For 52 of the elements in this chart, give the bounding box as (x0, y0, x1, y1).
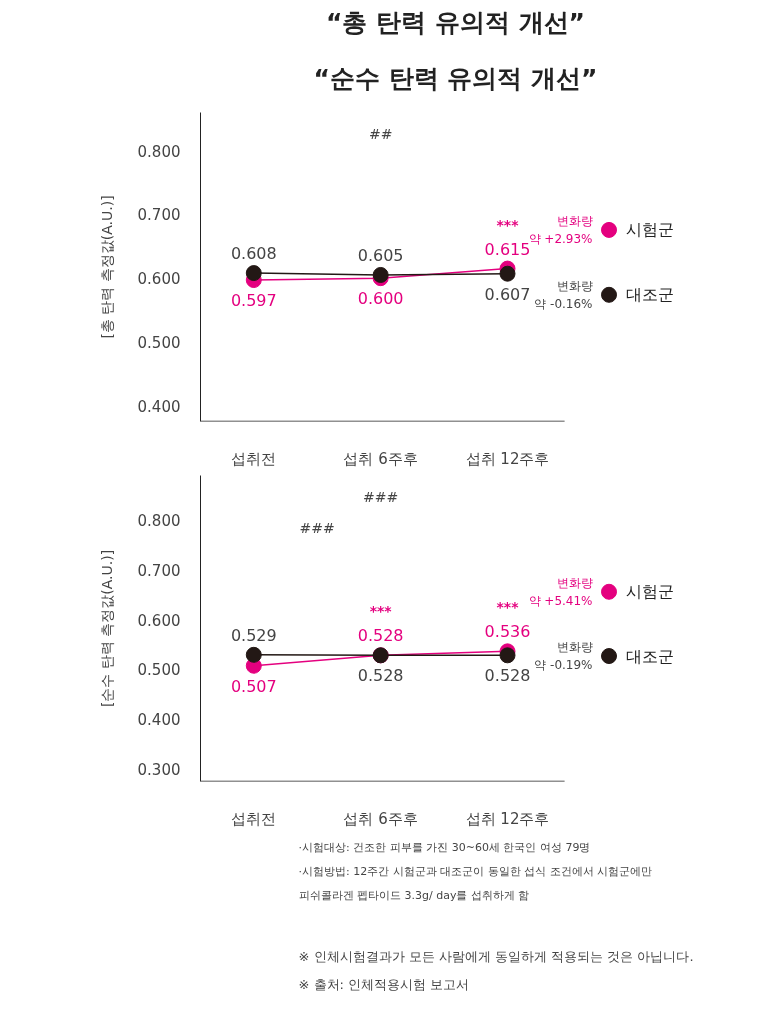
text: ·시험대상: 건조한 피부를 가진 30~60세 한국인 여성 79명 (298, 840, 591, 854)
data-label: 0.528 (357, 666, 404, 686)
annotation: 변화량 약 -0.16% (534, 278, 593, 311)
y-tick-label: 0.600 (137, 611, 181, 630)
annotation: *** (496, 599, 520, 616)
text: ·시험방법: 12주간 시험군과 대조군이 동일한 섭식 조건에서 시험군에만 (298, 864, 653, 878)
text: ※ 출처: 인체적용시험 보고서 (298, 976, 470, 992)
data-label: 0.615 (484, 239, 531, 259)
annotation: 변화량 약 +5.41% (528, 575, 593, 608)
data-label: 0.529 (230, 625, 277, 645)
y-tick-label: 0.500 (137, 661, 181, 680)
legend-label: 대조군 (625, 646, 674, 666)
annotation: ## (368, 126, 393, 143)
annotation: ### (299, 519, 335, 536)
y-tick-label: 0.800 (137, 142, 181, 161)
y-tick-label: 0.300 (137, 760, 181, 779)
y-tick-label: 0.500 (137, 333, 181, 352)
y-tick-label: 0.700 (137, 561, 181, 580)
data-label: 0.528 (484, 666, 531, 686)
y-tick-label: 0.800 (137, 512, 181, 531)
y-axis-title: [순수 탄력 측정값(A.U.)] (98, 549, 115, 708)
data-label: 0.608 (230, 244, 277, 264)
data-label: 0.607 (484, 284, 531, 304)
annotation: *** (496, 216, 520, 233)
x-tick-label: 섭취 12주후 (465, 449, 550, 468)
annotation: ### (363, 488, 399, 505)
text: 피쉬콜라겐 펩타이드 3.3g/ day를 섭취하게 함 (298, 888, 530, 902)
data-label: 0.600 (357, 289, 404, 309)
data-label: 0.528 (357, 626, 404, 646)
data-label: 0.507 (230, 676, 277, 696)
x-tick-label: 섭취전 (231, 809, 277, 828)
x-tick-label: 섭취 12주후 (465, 809, 550, 828)
x-tick-label: 섭취전 (231, 449, 277, 468)
annotation: *** (369, 603, 393, 620)
chart-subtitle: “순수 탄력 유의적 개선” (313, 63, 598, 93)
y-axis-title: [총 탄력 측정값(A.U.)] (98, 195, 115, 339)
legend-label: 대조군 (625, 285, 674, 305)
y-tick-label: 0.400 (137, 397, 181, 416)
annotation: 변화량 약 +2.93% (528, 213, 593, 247)
data-label: 0.597 (230, 291, 277, 311)
data-label: 0.605 (357, 245, 404, 265)
y-tick-label: 0.700 (137, 206, 181, 225)
y-tick-label: 0.400 (137, 710, 181, 729)
legend-label: 시험군 (625, 220, 674, 240)
legend-label: 시험군 (625, 582, 674, 602)
data-label: 0.536 (484, 622, 531, 642)
y-tick-label: 0.600 (137, 270, 181, 289)
chart-title: “총 탄력 유의적 개선” (326, 7, 585, 37)
annotation: 변화량 약 -0.19% (534, 639, 593, 673)
x-tick-label: 섭취 6주후 (343, 449, 418, 468)
text: ※ 인체시험결과가 모든 사람에게 동일하게 적용되는 것은 아닙니다. (298, 948, 694, 964)
x-tick-label: 섭취 6주후 (343, 809, 418, 828)
